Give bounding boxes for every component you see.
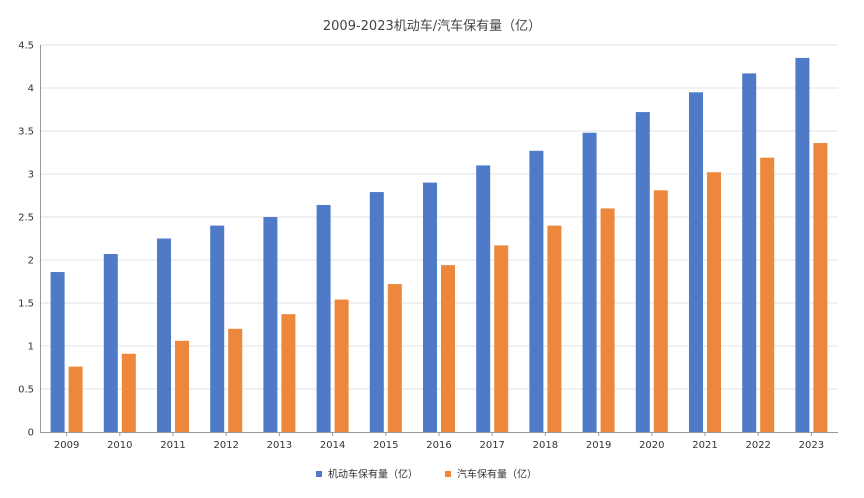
bar-motor-vehicle-2015 (369, 192, 384, 432)
y-tick-label: 2.5 (18, 213, 34, 224)
legend-swatch (316, 471, 322, 477)
x-tick-label: 2022 (745, 440, 770, 451)
y-axis: 0 0.5 1 1.5 2 2.5 3 3.5 4 4.5 (18, 41, 34, 439)
x-axis: 2009 2010 2011 2012 2013 2014 2015 2016 2017 2018… (54, 432, 824, 451)
bar-car-2015 (387, 284, 402, 432)
legend-label: 汽车保有量（亿） (457, 468, 537, 481)
legend: 机动车保有量（亿） 汽车保有量（亿） (316, 468, 537, 481)
bar-car-2022 (760, 157, 775, 432)
x-tick-label: 2011 (160, 440, 185, 451)
bar-car-2010 (121, 353, 136, 432)
x-tick-label: 2021 (692, 440, 717, 451)
y-tick-label: 4 (28, 84, 34, 95)
bar-car-2018 (547, 225, 562, 432)
y-tick-label: 0 (28, 428, 34, 439)
bar-car-2009 (68, 366, 83, 432)
bar-motor-vehicle-2017 (476, 165, 491, 432)
bar-car-2021 (707, 172, 721, 432)
x-tick-label: 2020 (639, 440, 664, 451)
x-tick-label: 2016 (426, 440, 451, 451)
legend-swatch (445, 471, 451, 477)
bar-motor-vehicle-2020 (635, 112, 650, 432)
x-tick-label: 2013 (267, 440, 292, 451)
y-tick-label: 3.5 (18, 127, 34, 138)
bar-motor-vehicle-2019 (582, 132, 597, 432)
x-tick-label: 2019 (586, 440, 611, 451)
y-tick-label: 2 (28, 256, 34, 267)
y-tick-label: 1 (28, 342, 34, 353)
bar-car-2011 (175, 340, 189, 432)
bar-motor-vehicle-2014 (316, 204, 331, 432)
chart-title: 2009-2023机动车/汽车保有量（亿） (323, 18, 541, 34)
bar-motor-vehicle-2012 (210, 225, 225, 432)
bar-car-2019 (600, 208, 615, 432)
bar-car-2013 (281, 314, 296, 432)
bar-motor-vehicle-2010 (103, 253, 118, 432)
x-tick-label: 2015 (373, 440, 398, 451)
y-tick-label: 4.5 (18, 41, 34, 52)
bar-car-2012 (228, 328, 243, 432)
bars (50, 57, 828, 433)
bar-motor-vehicle-2013 (263, 217, 278, 432)
bar-motor-vehicle-2021 (689, 92, 703, 433)
bar-motor-vehicle-2022 (742, 73, 757, 432)
x-tick-label: 2012 (213, 440, 238, 451)
x-tick-label: 2014 (320, 440, 345, 451)
bar-motor-vehicle-2023 (795, 57, 810, 433)
x-tick-label: 2023 (799, 440, 824, 451)
bar-car-2014 (334, 299, 349, 432)
x-tick-label: 2018 (533, 440, 558, 451)
bar-car-2020 (653, 190, 668, 432)
y-tick-label: 3 (28, 170, 34, 181)
x-tick-label: 2009 (54, 440, 79, 451)
x-tick-label: 2017 (479, 440, 504, 451)
y-tick-label: 1.5 (18, 299, 34, 310)
bar-motor-vehicle-2011 (157, 238, 171, 432)
x-tick-label: 2010 (107, 440, 132, 451)
bar-car-2016 (441, 265, 455, 432)
bar-motor-vehicle-2016 (423, 182, 437, 432)
bar-car-2017 (494, 245, 509, 432)
legend-label: 机动车保有量（亿） (328, 468, 418, 481)
y-tick-label: 0.5 (18, 385, 34, 396)
bar-motor-vehicle-2009 (50, 272, 65, 432)
bar-motor-vehicle-2018 (529, 150, 544, 432)
bar-car-2023 (813, 143, 828, 433)
